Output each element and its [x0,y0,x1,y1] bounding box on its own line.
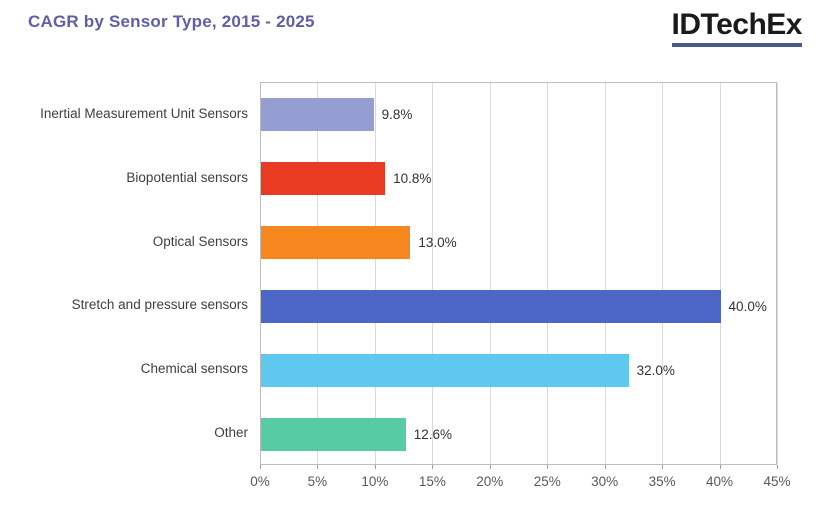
bar [261,289,721,323]
category-label: Stretch and pressure sensors [71,297,248,313]
x-axis-tick-mark [777,465,778,469]
bar [261,98,374,132]
value-label: 10.8% [393,171,432,187]
page-title: CAGR by Sensor Type, 2015 - 2025 [28,12,315,31]
x-axis-tick-label: 45% [763,474,791,489]
bar [261,417,406,451]
bar [261,226,411,260]
gridline [662,83,664,464]
x-axis-tick-mark [374,465,376,469]
category-label: Biopotential sensors [126,169,248,185]
x-axis-tick-label: 35% [648,474,676,489]
x-axis-tick-label: 25% [533,474,561,489]
x-axis-tick-label: 0% [250,474,270,489]
x-axis-tick-mark [719,465,721,469]
brand-logo-text: IDTechEx [671,8,803,41]
x-axis-tick-label: 5% [307,474,328,489]
gridline [777,83,778,464]
category-label: Chemical sensors [140,361,248,377]
x-axis-tick-mark [547,465,549,469]
x-axis-tick-mark [662,465,664,469]
bar [261,162,386,196]
value-label: 40.0% [728,298,767,314]
value-label: 32.0% [636,362,675,378]
x-axis-tick-mark [604,465,606,469]
category-label: Optical Sensors [152,233,248,249]
gridline [374,83,376,464]
category-label: Inertial Measurement Unit Sensors [40,105,248,121]
value-label: 12.6% [413,426,453,442]
x-axis-tick-mark [432,465,434,469]
plot-area: 9.8% 10.8% 13.0% 40.0% 32.0% 12.6% [260,82,778,465]
category-label: Other [214,425,248,441]
x-axis-tick-label: 40% [706,474,734,489]
gridline [317,83,319,464]
x-axis-tick-label: 30% [591,474,619,489]
gridline [489,83,491,464]
x-axis-tick-label: 20% [476,474,504,489]
x-axis-tick-mark [317,465,319,469]
x-axis-tick-label: 10% [361,474,389,489]
gridline [719,83,721,464]
bar [261,353,629,387]
value-label: 9.8% [381,107,413,123]
brand-logo: IDTechEx [671,8,803,47]
value-label: 13.0% [418,235,457,251]
brand-logo-underline [671,43,802,47]
x-axis-tick-mark [260,465,261,469]
gridline [604,83,606,464]
x-axis-tick-label: 15% [418,474,446,489]
gridline [547,83,549,464]
x-axis-tick-mark [489,465,491,469]
gridline [432,83,434,464]
